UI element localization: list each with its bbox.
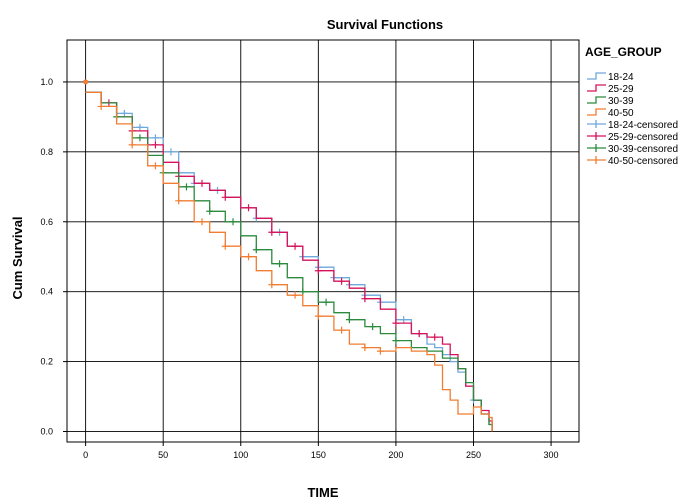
legend-label: 30-39 — [608, 96, 634, 107]
legend-swatch — [587, 120, 606, 128]
x-tick-label: 100 — [233, 450, 248, 460]
censor-mark — [392, 319, 400, 327]
censor-mark — [198, 218, 206, 226]
censor-mark — [268, 281, 276, 289]
x-tick-label: 300 — [544, 450, 559, 460]
start-point — [83, 79, 89, 85]
legend-item: 30-39 — [587, 96, 634, 107]
y-axis-label: Cum Survival — [10, 216, 25, 299]
censor-mark — [128, 141, 136, 149]
x-tick-label: 50 — [158, 450, 168, 460]
censor-mark — [167, 148, 175, 156]
censor-mark — [268, 228, 276, 236]
legend-swatch — [587, 144, 606, 152]
legend-item: 18-24 — [587, 72, 634, 83]
legend-swatch — [587, 132, 606, 140]
survival-step-line — [85, 91, 493, 432]
censor-mark — [151, 162, 159, 170]
legend-swatch — [587, 156, 606, 164]
censor-mark — [314, 312, 322, 320]
legend-label: 18-24-censored — [608, 120, 678, 131]
censor-mark — [175, 197, 183, 205]
gridlines — [67, 40, 579, 442]
series-25-29 — [85, 91, 493, 432]
survival-step-line — [85, 91, 493, 432]
censor-mark — [252, 246, 260, 254]
censor-mark — [182, 183, 190, 191]
censor-mark — [431, 333, 439, 341]
x-axis-label: TIME — [307, 485, 338, 500]
censor-mark — [415, 330, 423, 338]
legend-item: 25-29 — [587, 84, 634, 95]
legend-label: 40-50 — [608, 108, 634, 119]
censor-mark — [291, 291, 299, 299]
legend-label: 25-29-censored — [608, 132, 678, 143]
legend-title: AGE_GROUP — [585, 45, 662, 59]
x-tick-label: 250 — [466, 450, 481, 460]
legend-item: 40-50 — [587, 108, 634, 119]
y-tick-label: 0.2 — [40, 357, 53, 367]
censor-mark — [206, 207, 214, 215]
censor-mark — [136, 134, 144, 142]
chart-title: Survival Functions — [327, 17, 443, 32]
censor-mark — [314, 267, 322, 275]
censor-mark — [369, 323, 377, 331]
censor-mark — [376, 347, 384, 355]
series-layer — [83, 79, 493, 432]
legend-label: 18-24 — [608, 72, 634, 83]
censor-mark — [322, 298, 330, 306]
legend-label: 30-39-censored — [608, 144, 678, 155]
y-tick-label: 0.0 — [40, 427, 53, 437]
y-tick-label: 0.4 — [40, 287, 53, 297]
legend-item: 18-24-censored — [587, 120, 678, 131]
censor-mark — [97, 102, 105, 110]
censor-mark — [338, 326, 346, 334]
series-18-24 — [85, 91, 493, 432]
censor-mark — [151, 134, 159, 142]
legend-item: 40-50-censored — [587, 156, 678, 167]
survival-step-line — [85, 91, 493, 432]
censor-mark — [120, 109, 128, 117]
x-tick-label: 0 — [83, 450, 88, 460]
plot-frame — [66, 39, 580, 443]
censor-mark — [345, 316, 353, 324]
censor-mark — [361, 295, 369, 303]
censor-mark — [245, 253, 253, 261]
censor-mark — [276, 260, 284, 268]
censor-mark — [400, 316, 408, 324]
legend-label: 40-50-censored — [608, 156, 678, 167]
censor-mark — [338, 277, 346, 285]
legend-swatch — [587, 96, 606, 104]
legend-swatch — [587, 72, 606, 80]
censor-mark — [291, 242, 299, 250]
axis-ticks: 0 50 100 150 200 250 300 0.0 0.2 0.4 0.6 0.8 1.0 — [40, 77, 558, 460]
x-tick-label: 200 — [388, 450, 403, 460]
censor-mark — [299, 288, 307, 296]
series-30-39 — [85, 91, 493, 432]
survival-step-line — [85, 91, 493, 432]
x-tick-label: 150 — [311, 450, 326, 460]
series-40-50 — [85, 91, 493, 432]
censor-mark — [392, 337, 400, 345]
censor-mark — [198, 179, 206, 187]
legend-swatch — [587, 108, 606, 116]
legend-label: 25-29 — [608, 84, 634, 95]
legend-swatch — [587, 84, 606, 92]
censor-mark — [221, 193, 229, 201]
y-tick-label: 1.0 — [40, 77, 53, 87]
censor-mark — [229, 218, 237, 226]
censor-mark — [151, 141, 159, 149]
legend: AGE_GROUP 18-2425-2930-3940-5018-24-cens… — [585, 45, 678, 167]
y-tick-label: 0.6 — [40, 217, 53, 227]
censor-mark — [245, 204, 253, 212]
censor-mark — [221, 242, 229, 250]
y-tick-label: 0.8 — [40, 147, 53, 157]
legend-item: 25-29-censored — [587, 132, 678, 143]
legend-item: 30-39-censored — [587, 144, 678, 155]
censor-mark — [136, 123, 144, 131]
censor-mark — [361, 344, 369, 352]
